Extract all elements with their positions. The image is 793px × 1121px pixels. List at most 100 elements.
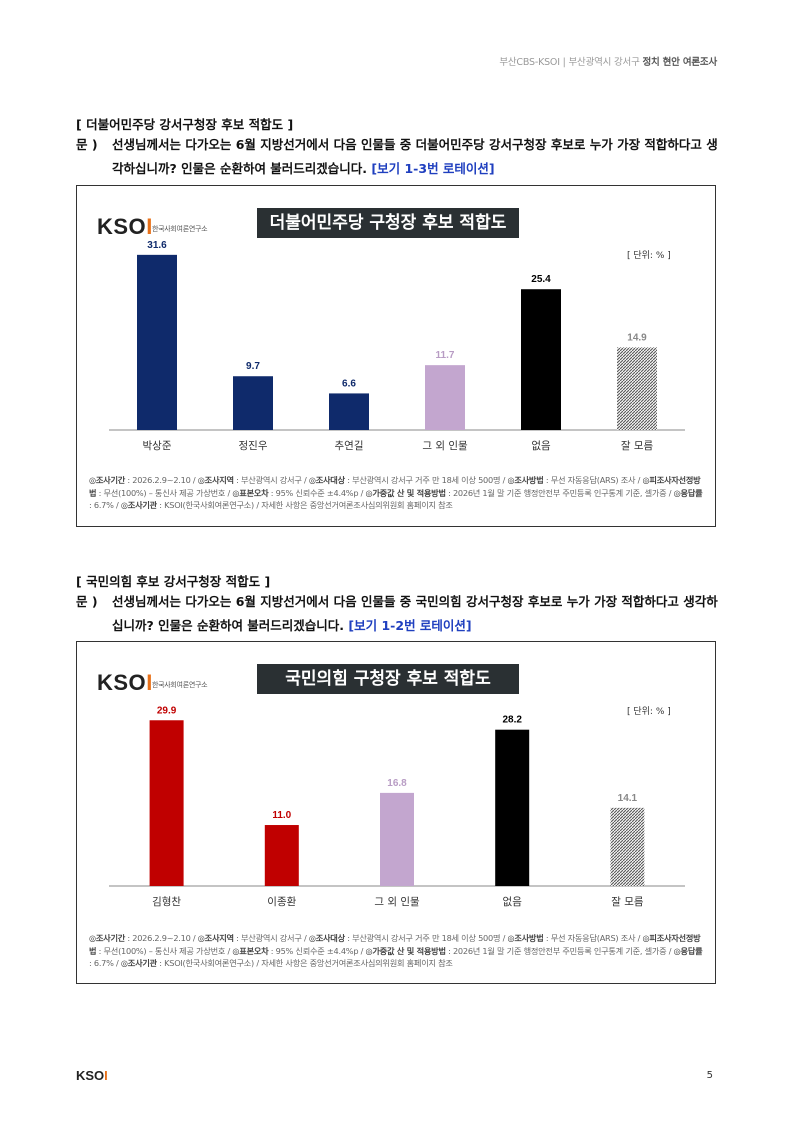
note-label: ◎응답률 xyxy=(673,487,703,498)
note-label: ◎피조사자선정방법 xyxy=(89,933,701,956)
note-label: ◎응답률 xyxy=(673,945,703,956)
data-label: 9.7 xyxy=(246,361,260,372)
bar-chart: 31.6 박상준 9.7 정진우 6.6 추연길 11.7 그 외 인물 25.4 없음 14.9 잘… xyxy=(109,240,685,452)
question-label: 문 ) xyxy=(76,594,98,609)
bar-2 xyxy=(329,393,369,430)
note-label: ◎표본오차 xyxy=(232,487,269,498)
ksoi-logo: KSOI xyxy=(97,214,153,239)
bar-chart: 29.9 김형찬 11.0 이종환 16.8 그 외 인물 28.2 없음 14.1 잘 모름 xyxy=(109,705,685,908)
category-label: 없음 xyxy=(503,895,523,908)
chart-title: 국민의힘 구청장 후보 적합도 xyxy=(257,664,519,694)
category-label: 박상준 xyxy=(143,440,172,452)
question-note: [보기 1-2번 로테이션] xyxy=(348,618,472,633)
note-text: : 95% 신뢰수준 ±4.4%p / xyxy=(268,945,366,956)
ksoi-logo: KSOI xyxy=(97,670,153,695)
data-label: 31.6 xyxy=(147,240,167,251)
data-label: 11.7 xyxy=(436,350,455,361)
chart-frame: KSOI 한국사회여론연구소 국민의힘 구청장 후보 적합도 [ 단위: % ]… xyxy=(76,641,716,984)
note-text: : 2026년 1월 말 기준 행정안전부 주민등록 인구통계 기준, 셀가중 … xyxy=(445,945,674,956)
note-label: ◎가중값 산 및 적용방법 xyxy=(365,487,447,498)
note-label: ◎가중값 산 및 적용방법 xyxy=(365,945,447,956)
note-text: : 6.7% / xyxy=(89,500,121,510)
data-label: 28.2 xyxy=(502,715,522,726)
question-label: 문 ) xyxy=(76,137,98,152)
ksoi-logo-sub: 한국사회여론연구소 xyxy=(152,681,208,689)
category-label: 김형찬 xyxy=(152,896,181,908)
chart-frame: KSOI 한국사회여론연구소 더불어민주당 구청장 후보 적합도 [ 단위: %… xyxy=(76,185,716,527)
question-note: [보기 1-3번 로테이션] xyxy=(371,161,495,176)
note-text: : KSOI(한국사회여론연구소) / 자세한 사항은 중앙선거여론조사심의위원… xyxy=(156,500,453,510)
category-label: 없음 xyxy=(531,439,551,452)
note-label: ◎조사기간 xyxy=(89,475,126,485)
note-label: ◎조사대상 xyxy=(308,475,345,485)
question: 문 ) 선생님께서는 다가오는 6월 지방선거에서 다음 인물들 중 국민의힘 … xyxy=(76,590,726,638)
category-label: 추연길 xyxy=(335,439,364,452)
footer-logo: KSOI xyxy=(76,1068,108,1083)
note-text: : 무선(100%) – 통신사 제공 가상번호 / xyxy=(96,945,233,956)
bar-3 xyxy=(495,729,530,886)
note-text: : 6.7% / xyxy=(89,958,121,968)
note-text: : 부산광역시 강서구 / xyxy=(233,933,309,943)
category-label: 이종환 xyxy=(267,896,296,908)
data-label: 25.4 xyxy=(531,274,551,285)
note-label: ◎조사대상 xyxy=(308,933,345,943)
note-text: : 무선 자동응답(ARS) 조사 / xyxy=(543,933,643,943)
category-label: 잘 모름 xyxy=(611,896,644,908)
data-label: 11.0 xyxy=(272,810,291,821)
note-label: ◎조사지역 xyxy=(197,475,234,485)
category-label: 그 외 인물 xyxy=(422,440,468,452)
category-label: 정진우 xyxy=(239,440,268,452)
unit-label: [ 단위: % ] xyxy=(627,251,671,261)
question: 문 ) 선생님께서는 다가오는 6월 지방선거에서 다음 인물들 중 더불어민주… xyxy=(76,133,726,181)
note-label: ◎표본오차 xyxy=(232,945,269,956)
note-text: : 부산광역시 강서구 거주 만 18세 이상 500명 / xyxy=(344,475,508,485)
category-label: 잘 모름 xyxy=(621,440,654,452)
header-sep: | xyxy=(562,57,566,68)
note-label: ◎조사기간 xyxy=(89,933,126,943)
bar-1 xyxy=(264,825,299,886)
chart-title: 더불어민주당 구청장 후보 적합도 xyxy=(257,208,519,238)
page-number: 5 xyxy=(706,1070,713,1081)
note-label: ◎조사기관 xyxy=(120,958,157,968)
note-text: : 2026년 1월 말 기준 행정안전부 주민등록 인구통계 기준, 셀가중 … xyxy=(445,487,674,498)
bar-0 xyxy=(137,254,177,430)
header-left: 부산CBS-KSOI xyxy=(499,57,560,68)
category-label: 그 외 인물 xyxy=(374,896,420,908)
unit-label: [ 단위: % ] xyxy=(627,707,671,717)
note-label: ◎피조사자선정방법 xyxy=(89,475,701,498)
note-text: : KSOI(한국사회여론연구소) / 자세한 사항은 중앙선거여론조사심의위원… xyxy=(156,958,453,968)
note-text: : 95% 신뢰수준 ±4.4%p / xyxy=(268,487,366,498)
note-text: : 부산광역시 강서구 / xyxy=(233,475,309,485)
bar-4 xyxy=(610,807,645,886)
bar-1 xyxy=(233,376,273,430)
data-label: 6.6 xyxy=(342,378,356,389)
note-text: : 부산광역시 강서구 거주 만 18세 이상 500명 / xyxy=(344,933,508,943)
header-mid: 부산광역시 강서구 xyxy=(568,57,640,68)
data-label: 14.1 xyxy=(618,793,638,804)
note-label: ◎조사기관 xyxy=(120,500,157,510)
bar-2 xyxy=(380,792,414,886)
note-text: : 무선(100%) – 통신사 제공 가상번호 / xyxy=(96,487,233,498)
question-text: 선생님께서는 다가오는 6월 지방선거에서 다음 인물들 중 국민의힘 강서구청… xyxy=(112,594,718,633)
bar-3 xyxy=(425,365,465,430)
bar-0 xyxy=(149,720,184,886)
bar-5 xyxy=(617,347,657,430)
section-title: [ 국민의힘 후보 강서구청장 적합도 ] xyxy=(76,574,271,589)
bar-4 xyxy=(521,289,561,430)
survey-note: ◎조사기간 : 2026.2.9~2.10 / ◎조사지역 : 부산광역시 강서… xyxy=(89,474,703,512)
header-right: 정치 현안 여론조사 xyxy=(642,57,717,68)
survey-note: ◎조사기간 : 2026.2.9~2.10 / ◎조사지역 : 부산광역시 강서… xyxy=(89,932,703,970)
note-text: : 2026.2.9~2.10 / xyxy=(125,475,198,485)
note-label: ◎조사방법 xyxy=(507,475,544,485)
ksoi-logo-sub: 한국사회여론연구소 xyxy=(152,225,208,233)
note-label: ◎조사지역 xyxy=(197,933,234,943)
note-text: : 무선 자동응답(ARS) 조사 / xyxy=(543,475,643,485)
question-text: 선생님께서는 다가오는 6월 지방선거에서 다음 인물들 중 더불어민주당 강서… xyxy=(112,137,718,176)
section-title: [ 더불어민주당 강서구청장 후보 적합도 ] xyxy=(76,117,294,132)
data-label: 14.9 xyxy=(627,332,647,343)
data-label: 16.8 xyxy=(387,778,407,789)
note-text: : 2026.2.9~2.10 / xyxy=(125,933,198,943)
data-label: 29.9 xyxy=(157,705,177,716)
note-label: ◎조사방법 xyxy=(507,933,544,943)
page-header: 부산CBS-KSOI | 부산광역시 강서구 정치 현안 여론조사 xyxy=(499,54,717,68)
